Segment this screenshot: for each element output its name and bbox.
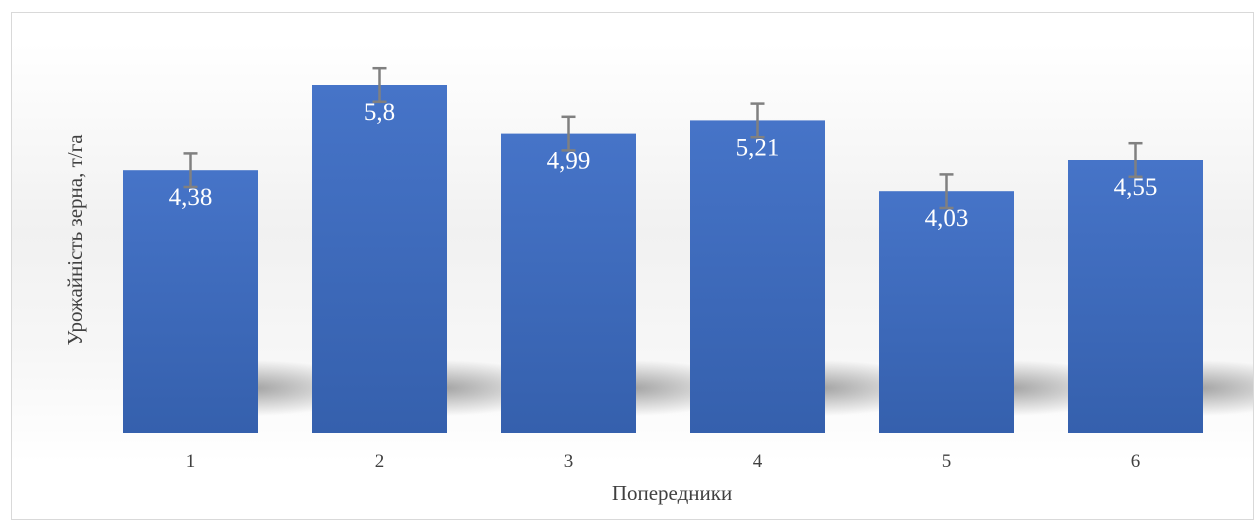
data-label-6: 4,55 (1114, 174, 1158, 201)
bar-chart: 4,38 5,8 4,99 5,21 4,03 4,55 1 2 3 4 5 6 Попередни… (12, 43, 1253, 505)
bar-3 (501, 133, 636, 433)
x-tick-label-6: 6 (1131, 451, 1141, 472)
error-bar-6 (1128, 141, 1143, 179)
bar-4 (690, 120, 825, 434)
x-tick-label-5: 5 (942, 451, 952, 472)
bar-2 (312, 85, 447, 433)
x-tick-label-2: 2 (375, 451, 385, 472)
data-label-5: 4,03 (925, 205, 969, 232)
data-label-4: 5,21 (736, 134, 780, 161)
y-axis-title: Урожайність зерна, т/га (63, 134, 87, 346)
bar-5 (879, 191, 1014, 433)
data-label-2: 5,8 (364, 99, 395, 126)
error-bar-5 (939, 173, 954, 210)
error-bar-4 (750, 102, 765, 139)
data-label-1: 4,38 (169, 184, 213, 211)
data-label-3: 4,99 (547, 148, 591, 175)
x-axis-ticks: 1 2 3 4 5 6 (186, 451, 1141, 472)
chart-frame: 4,38 5,8 4,99 5,21 4,03 4,55 1 2 3 4 5 6 Попередни… (11, 12, 1254, 520)
bar-1 (123, 170, 258, 433)
bar-6 (1068, 160, 1203, 433)
bars (123, 85, 1203, 434)
error-bars (183, 66, 1143, 210)
x-tick-label-4: 4 (753, 451, 763, 472)
data-labels: 4,38 5,8 4,99 5,21 4,03 4,55 (169, 99, 1158, 232)
error-bar-2 (372, 66, 387, 104)
error-bar-3 (561, 115, 576, 152)
x-tick-label-1: 1 (186, 451, 196, 472)
error-bar-1 (183, 152, 198, 189)
x-tick-label-3: 3 (564, 451, 574, 472)
x-axis-title: Попередники (612, 481, 732, 505)
